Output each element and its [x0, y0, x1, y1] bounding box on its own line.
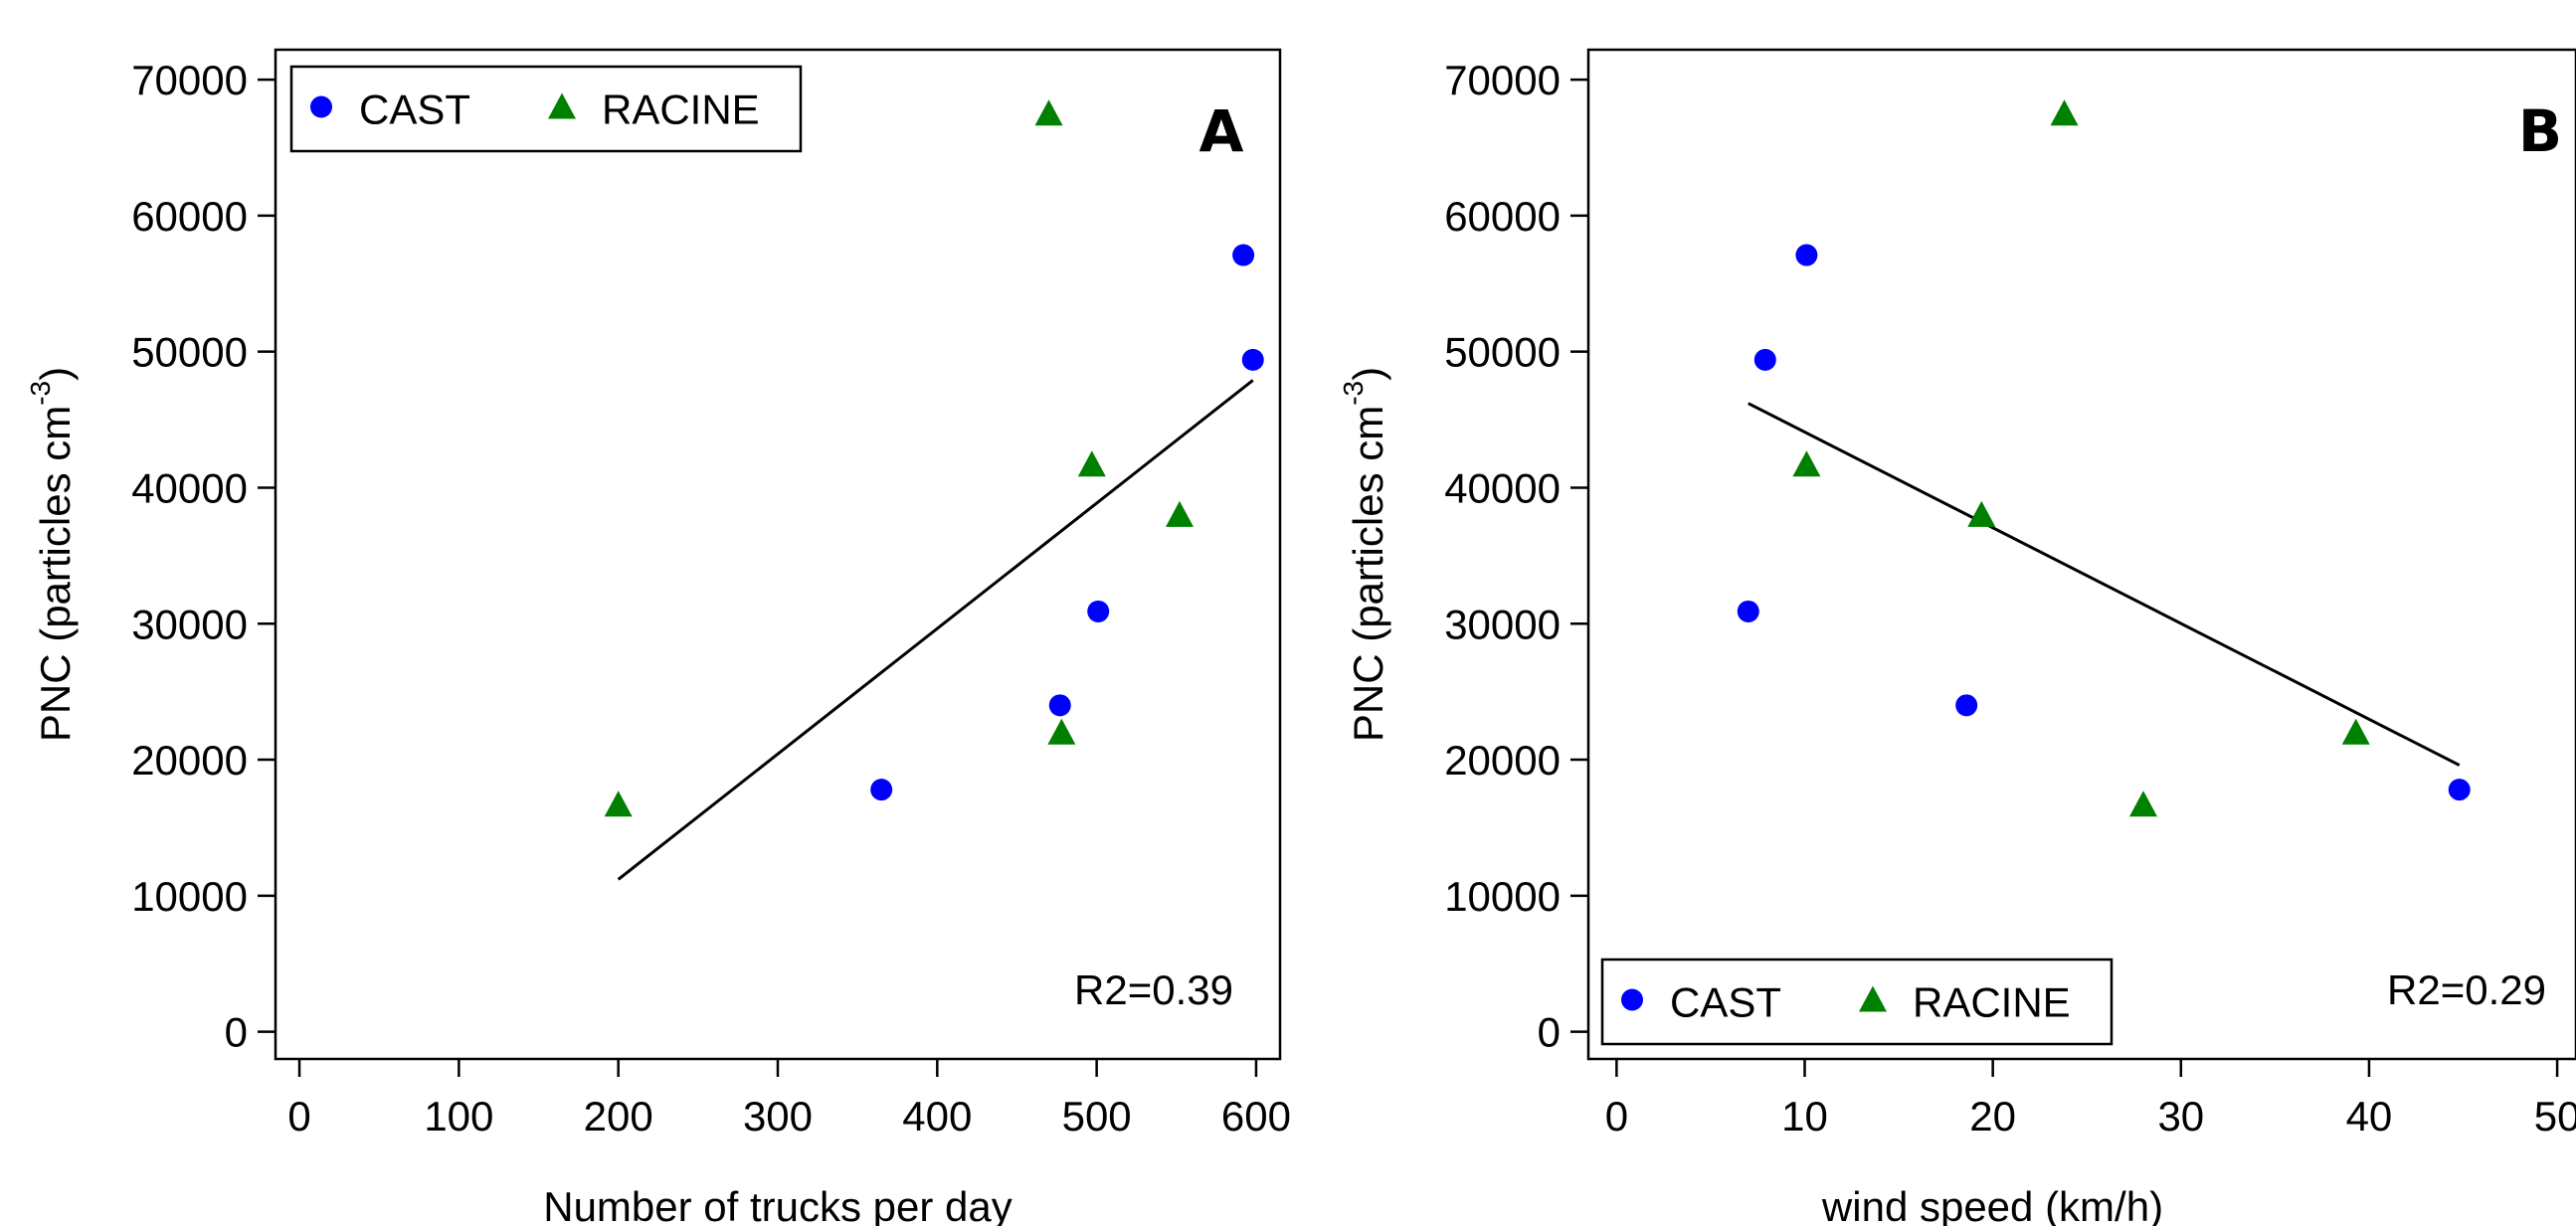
- x-tick-label: 0: [1605, 1093, 1628, 1139]
- plot-frame: [1586, 48, 2576, 1061]
- r-squared-label: R2=0.39: [1074, 966, 1233, 1013]
- y-tick-label: 10000: [1444, 873, 1561, 920]
- legend-marker-cast: [1621, 988, 1643, 1011]
- panel-letter: B: [2518, 97, 2562, 165]
- y-tick-label: 0: [1538, 1009, 1561, 1056]
- y-tick-label: 0: [225, 1009, 248, 1056]
- chart-panel-b: 0 10000 20000 30000 40000 50000 60000 70000 0 10 2…: [1338, 48, 2576, 1226]
- cast-point: [1087, 600, 1110, 622]
- regression-line: [1748, 402, 2461, 767]
- y-axis-title-superscript: -3: [1338, 381, 1369, 406]
- cast-point: [2448, 779, 2471, 801]
- y-tick-label: 50000: [1444, 329, 1561, 376]
- racine-point: [1047, 718, 1076, 745]
- x-tick-label: 100: [424, 1093, 493, 1139]
- x-tick-label: 0: [287, 1093, 310, 1139]
- x-tick-label: 600: [1221, 1093, 1291, 1139]
- racine-point: [1967, 500, 1996, 527]
- legend-label-cast: CAST: [359, 87, 470, 133]
- x-axis-title: wind speed (km/h): [1821, 1183, 2163, 1226]
- y-tick-label: 10000: [131, 873, 248, 920]
- x-tick-label: 400: [902, 1093, 972, 1139]
- x-axis-title: Number of trucks per day: [543, 1183, 1012, 1226]
- cast-point: [1737, 600, 1759, 622]
- x-tick-label: 50: [2534, 1093, 2576, 1139]
- racine-point: [1792, 450, 1821, 477]
- cast-point: [1955, 694, 1978, 717]
- legend-box: [289, 65, 803, 153]
- y-tick-label: 60000: [1444, 193, 1561, 240]
- y-tick-label: 50000: [131, 329, 248, 376]
- x-tick-label: 30: [2157, 1093, 2204, 1139]
- cast-point: [1241, 348, 1264, 371]
- legend-marker-racine: [548, 92, 576, 119]
- racine-point: [1077, 450, 1106, 477]
- chart-panel-a: 0 10000 20000 30000 40000 50000 60000 70000 0 100…: [25, 48, 1291, 1226]
- regression-line: [617, 379, 1254, 881]
- r-squared-label: R2=0.29: [2387, 966, 2546, 1013]
- x-tick-label: 500: [1062, 1093, 1132, 1139]
- legend-marker-racine: [1859, 985, 1887, 1012]
- racine-point: [604, 790, 633, 817]
- legend-label-racine: RACINE: [1913, 979, 2071, 1026]
- racine-point: [2050, 99, 2079, 126]
- cast-point: [1753, 348, 1776, 371]
- y-axis-title-main: PNC (particles cm: [32, 406, 79, 742]
- legend-box: [1600, 958, 2114, 1046]
- y-axis-title: PNC (particles cm-3): [25, 367, 79, 742]
- y-tick-label: 70000: [131, 57, 248, 103]
- y-tick-label: 20000: [1444, 737, 1561, 784]
- y-tick-label: 30000: [1444, 601, 1561, 647]
- y-axis-title-close: ): [32, 367, 79, 381]
- racine-point: [2341, 718, 2370, 745]
- y-tick-label: 40000: [1444, 464, 1561, 511]
- cast-point: [1048, 694, 1071, 717]
- x-tick-label: 40: [2346, 1093, 2393, 1139]
- x-tick-label: 300: [743, 1093, 813, 1139]
- y-axis-title-main: PNC (particles cm: [1345, 406, 1391, 742]
- y-tick-label: 60000: [131, 193, 248, 240]
- y-tick-label: 40000: [131, 464, 248, 511]
- y-tick-label: 20000: [131, 737, 248, 784]
- racine-point: [2128, 790, 2157, 817]
- cast-point: [1795, 244, 1818, 266]
- racine-point: [1166, 500, 1194, 527]
- x-tick-label: 20: [1969, 1093, 2016, 1139]
- legend: CAST RACINE: [289, 65, 803, 153]
- y-axis-title-superscript: -3: [25, 381, 56, 406]
- y-axis-title-close: ): [1345, 367, 1391, 381]
- cast-point: [870, 779, 893, 801]
- legend-label-racine: RACINE: [602, 87, 760, 133]
- legend-marker-cast: [310, 95, 332, 118]
- y-tick-label: 70000: [1444, 57, 1561, 103]
- legend: CAST RACINE: [1600, 958, 2114, 1046]
- panel-letter: A: [1199, 97, 1244, 165]
- legend-label-cast: CAST: [1670, 979, 1781, 1026]
- racine-point: [1034, 99, 1063, 126]
- cast-point: [1232, 244, 1255, 266]
- x-tick-label: 10: [1781, 1093, 1828, 1139]
- plot-frame: [274, 48, 1282, 1061]
- x-tick-label: 200: [584, 1093, 653, 1139]
- y-tick-label: 30000: [131, 601, 248, 647]
- y-axis-title: PNC (particles cm-3): [1338, 367, 1391, 742]
